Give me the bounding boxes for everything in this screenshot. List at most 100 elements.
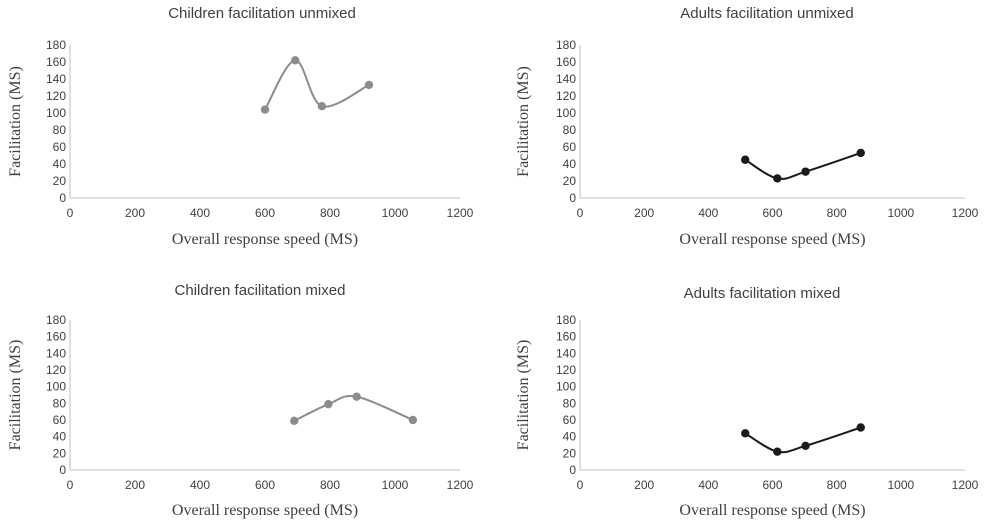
- y-tick-label: 40: [53, 157, 67, 171]
- x-tick-label: 400: [190, 206, 210, 220]
- y-tick-label: 40: [563, 157, 577, 171]
- y-tick-label: 180: [556, 313, 576, 327]
- x-tick-label: 1200: [952, 206, 979, 220]
- data-point: [801, 441, 810, 451]
- y-tick-label: 80: [53, 396, 67, 410]
- x-axis-label: Overall response speed (MS): [679, 231, 865, 248]
- x-tick-label: 800: [827, 478, 847, 492]
- x-tick-label: 600: [762, 478, 782, 492]
- y-tick-label: 0: [59, 463, 66, 477]
- y-tick-label: 60: [563, 413, 577, 427]
- y-tick-label: 20: [563, 446, 577, 460]
- x-tick-label: 0: [577, 478, 584, 492]
- y-tick-label: 120: [46, 363, 66, 377]
- data-point: [352, 392, 361, 401]
- x-axis-label: Overall response speed (MS): [172, 231, 358, 248]
- y-tick-label: 100: [556, 106, 576, 120]
- x-tick-label: 600: [255, 478, 275, 492]
- y-tick-label: 0: [569, 191, 576, 205]
- y-tick-label: 20: [53, 446, 67, 460]
- x-tick-label: 1000: [887, 206, 914, 220]
- x-tick-label: 800: [827, 206, 847, 220]
- chart-title: Adults facilitation mixed: [684, 285, 841, 302]
- y-tick-label: 120: [46, 89, 66, 103]
- y-tick-label: 100: [46, 380, 66, 394]
- x-tick-label: 200: [634, 478, 654, 492]
- y-axis-label: Facilitation (MS): [7, 340, 24, 451]
- data-point: [773, 447, 782, 456]
- data-point: [364, 80, 374, 90]
- series-line: [744, 426, 862, 454]
- x-tick-label: 400: [190, 478, 210, 492]
- y-tick-label: 80: [563, 123, 577, 137]
- chart-panel-4: Adults facilitation mixed 0 20 40 60 80 100 120…: [515, 285, 979, 519]
- x-tick-label: 1200: [447, 206, 474, 220]
- y-axis-label: Facilitation (MS): [515, 340, 532, 451]
- data-point: [773, 174, 782, 183]
- y-tick-label: 60: [53, 140, 67, 154]
- y-tick-label: 120: [556, 89, 576, 103]
- x-tick-label: 1000: [887, 478, 914, 492]
- x-axis-label: Overall response speed (MS): [679, 502, 865, 519]
- x-tick-label: 200: [634, 206, 654, 220]
- x-tick-label: 600: [762, 206, 782, 220]
- y-tick-label: 180: [556, 38, 576, 52]
- data-point: [801, 167, 810, 176]
- y-tick-label: 160: [46, 55, 66, 69]
- y-tick-label: 20: [53, 174, 67, 188]
- data-point: [290, 416, 299, 426]
- y-tick-label: 80: [53, 123, 67, 137]
- data-point: [741, 155, 750, 164]
- y-tick-label: 80: [563, 396, 577, 410]
- y-axis-label: Facilitation (MS): [7, 66, 24, 177]
- chart-title: Children facilitation mixed: [175, 282, 346, 299]
- y-tick-label: 40: [563, 430, 577, 444]
- data-point: [291, 56, 300, 65]
- y-tick-label: 160: [556, 55, 576, 69]
- y-axis-label: Facilitation (MS): [515, 66, 532, 177]
- y-tick-label: 180: [46, 38, 66, 52]
- series-line: [744, 152, 862, 180]
- y-tick-label: 40: [53, 430, 67, 444]
- x-tick-label: 600: [255, 206, 275, 220]
- y-tick-label: 140: [556, 346, 576, 360]
- y-tick-label: 20: [563, 174, 577, 188]
- y-tick-label: 140: [46, 72, 66, 86]
- y-tick-label: 140: [556, 72, 576, 86]
- x-tick-label: 1200: [952, 478, 979, 492]
- series-line: [293, 395, 414, 422]
- y-tick-label: 180: [46, 313, 66, 327]
- data-point: [856, 423, 865, 432]
- y-tick-label: 160: [556, 330, 576, 344]
- x-tick-label: 200: [125, 206, 145, 220]
- x-tick-label: 800: [320, 206, 340, 220]
- y-tick-label: 160: [46, 330, 66, 344]
- x-axis-label: Overall response speed (MS): [172, 502, 358, 519]
- x-tick-label: 0: [577, 206, 584, 220]
- x-tick-label: 1200: [447, 478, 474, 492]
- y-tick-label: 0: [59, 191, 66, 205]
- x-tick-label: 0: [67, 478, 74, 492]
- y-tick-label: 60: [563, 140, 577, 154]
- data-point: [856, 148, 865, 158]
- x-tick-label: 800: [320, 478, 340, 492]
- chart-panel-1: Children facilitation unmixed 0 20 40 60 80 10…: [7, 5, 474, 248]
- x-tick-label: 200: [125, 478, 145, 492]
- x-tick-label: 1000: [382, 206, 409, 220]
- data-point: [741, 429, 750, 438]
- x-tick-label: 0: [67, 206, 74, 220]
- data-point: [260, 105, 270, 114]
- data-point: [408, 415, 418, 425]
- y-tick-label: 100: [46, 106, 66, 120]
- chart-panel-3: Children facilitation mixed 0 20 40 60 80 100 1…: [7, 282, 474, 519]
- data-point: [324, 399, 333, 409]
- y-tick-label: 120: [556, 363, 576, 377]
- y-tick-label: 0: [569, 463, 576, 477]
- chart-title: Adults facilitation unmixed: [680, 5, 853, 22]
- x-tick-label: 400: [698, 478, 718, 492]
- chart-panel-2: Adults facilitation unmixed 0 20 40 60 80 100 1…: [515, 5, 979, 248]
- y-tick-label: 140: [46, 346, 66, 360]
- data-point: [317, 102, 327, 111]
- chart-title: Children facilitation unmixed: [168, 5, 356, 22]
